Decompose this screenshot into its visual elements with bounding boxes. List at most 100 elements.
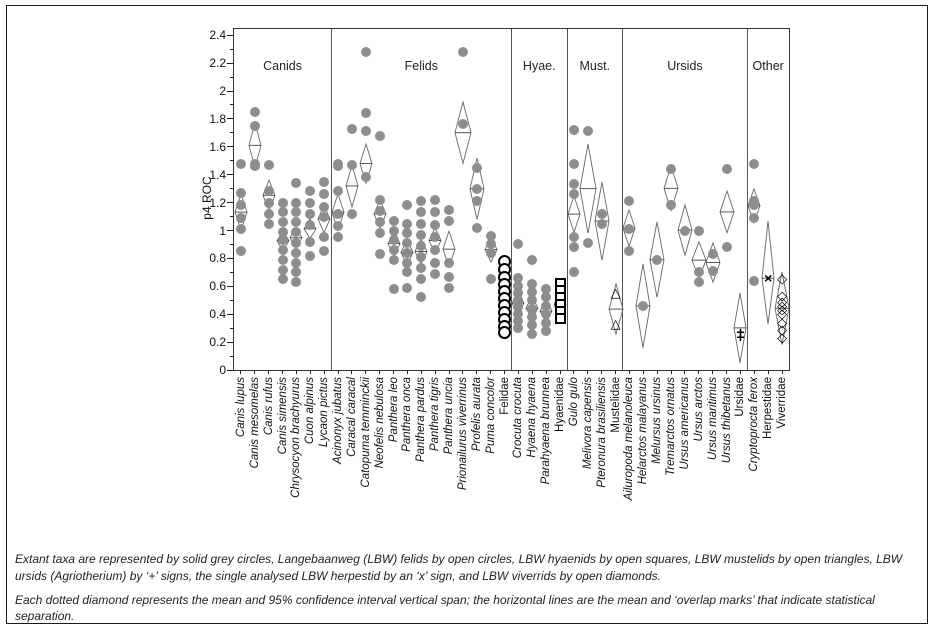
data-point [679,225,690,236]
y-axis-tick [230,355,234,357]
data-point [360,172,371,183]
data-point [444,271,455,282]
data-point [541,325,552,336]
ci-diamond [608,281,624,336]
data-point [416,274,427,285]
data-point [333,221,344,232]
data-point [291,267,302,278]
x-axis-tick [712,370,714,374]
data-point [485,247,496,258]
y-tick-label: 0.4 [209,307,226,322]
data-point [568,267,579,278]
y-tick-label: 0.2 [209,335,226,350]
y-axis-tick [227,118,234,120]
data-point [568,179,579,190]
y-axis-tick [230,271,234,273]
data-point [444,215,455,226]
y-axis-tick [227,62,234,64]
x-axis-label: Canis mesomelas [248,377,261,469]
ci-diamond [567,194,581,234]
data-point [568,242,579,253]
data-point [402,218,413,229]
y-tick-label: 2 [219,84,226,98]
x-axis-label: Cuon alpinus [304,377,317,445]
data-point-open-diamond: ◇ [777,297,788,313]
data-point [624,196,635,207]
y-tick-label: 1.2 [209,195,226,210]
x-axis-label: Felidae [498,377,511,415]
y-axis-tick [230,188,234,190]
data-point [402,200,413,211]
x-axis-tick [642,370,644,374]
data-point [374,249,385,260]
data-point [263,197,274,208]
data-point [527,278,538,289]
data-point [291,197,302,208]
data-point [277,217,288,228]
data-point [263,218,274,229]
data-point [291,226,302,237]
x-axis-tick [448,370,450,374]
data-point [388,215,399,226]
data-point [263,186,274,197]
y-axis-tick [230,160,234,162]
data-point-open-triangle: △ [610,315,621,331]
data-point [498,325,512,339]
data-point [527,311,538,322]
data-point [596,208,607,219]
x-axis-label: Pteronura brasiliensis [595,377,608,488]
data-point [333,232,344,243]
data-point [527,295,538,306]
data-point [513,302,524,313]
x-axis-label: Mustelidae [609,377,622,433]
data-point [596,218,607,229]
group-divider [746,29,748,370]
x-axis-tick [406,370,408,374]
data-point [305,186,316,197]
data-point [416,252,427,262]
x-axis-label: Prionailurus viverrinus [456,377,469,491]
data-point [444,257,455,268]
y-axis-tick [227,313,234,315]
data-point [471,196,482,207]
x-axis-tick [726,370,728,374]
figure-caption: Extant taxa are represented by solid gre… [15,551,919,629]
x-axis-tick [531,370,533,374]
data-point-open-diamond: ◇ [777,288,788,304]
x-axis-label: Panthera tigris [429,377,442,452]
y-axis-tick [230,48,234,50]
data-point [402,267,413,278]
data-point [319,201,330,212]
data-point [430,257,441,268]
data-point [263,208,274,219]
data-point [624,246,635,257]
group-divider [622,29,623,370]
data-point [277,235,288,246]
data-point [416,218,427,229]
x-axis-label: Panthera pardus [415,377,428,463]
data-point [527,254,538,265]
data-point [291,238,302,249]
data-point [513,272,524,283]
data-point [249,161,260,172]
data-point [305,236,316,247]
x-axis-label: Viverridae [776,377,789,429]
x-axis-tick [393,370,395,374]
data-point [402,257,413,268]
data-point [749,275,760,286]
data-point [513,281,524,292]
x-axis-tick [656,370,658,374]
data-point [541,309,552,320]
data-point [277,207,288,218]
data-point [346,159,357,170]
data-point [291,217,302,228]
x-axis-tick [573,370,575,374]
data-point [277,226,288,237]
data-point [471,222,482,233]
data-point [430,194,441,205]
data-point-open-diamond: ◇ [777,329,788,345]
data-point [416,207,427,218]
data-point [652,254,663,265]
figure-border [6,5,928,624]
